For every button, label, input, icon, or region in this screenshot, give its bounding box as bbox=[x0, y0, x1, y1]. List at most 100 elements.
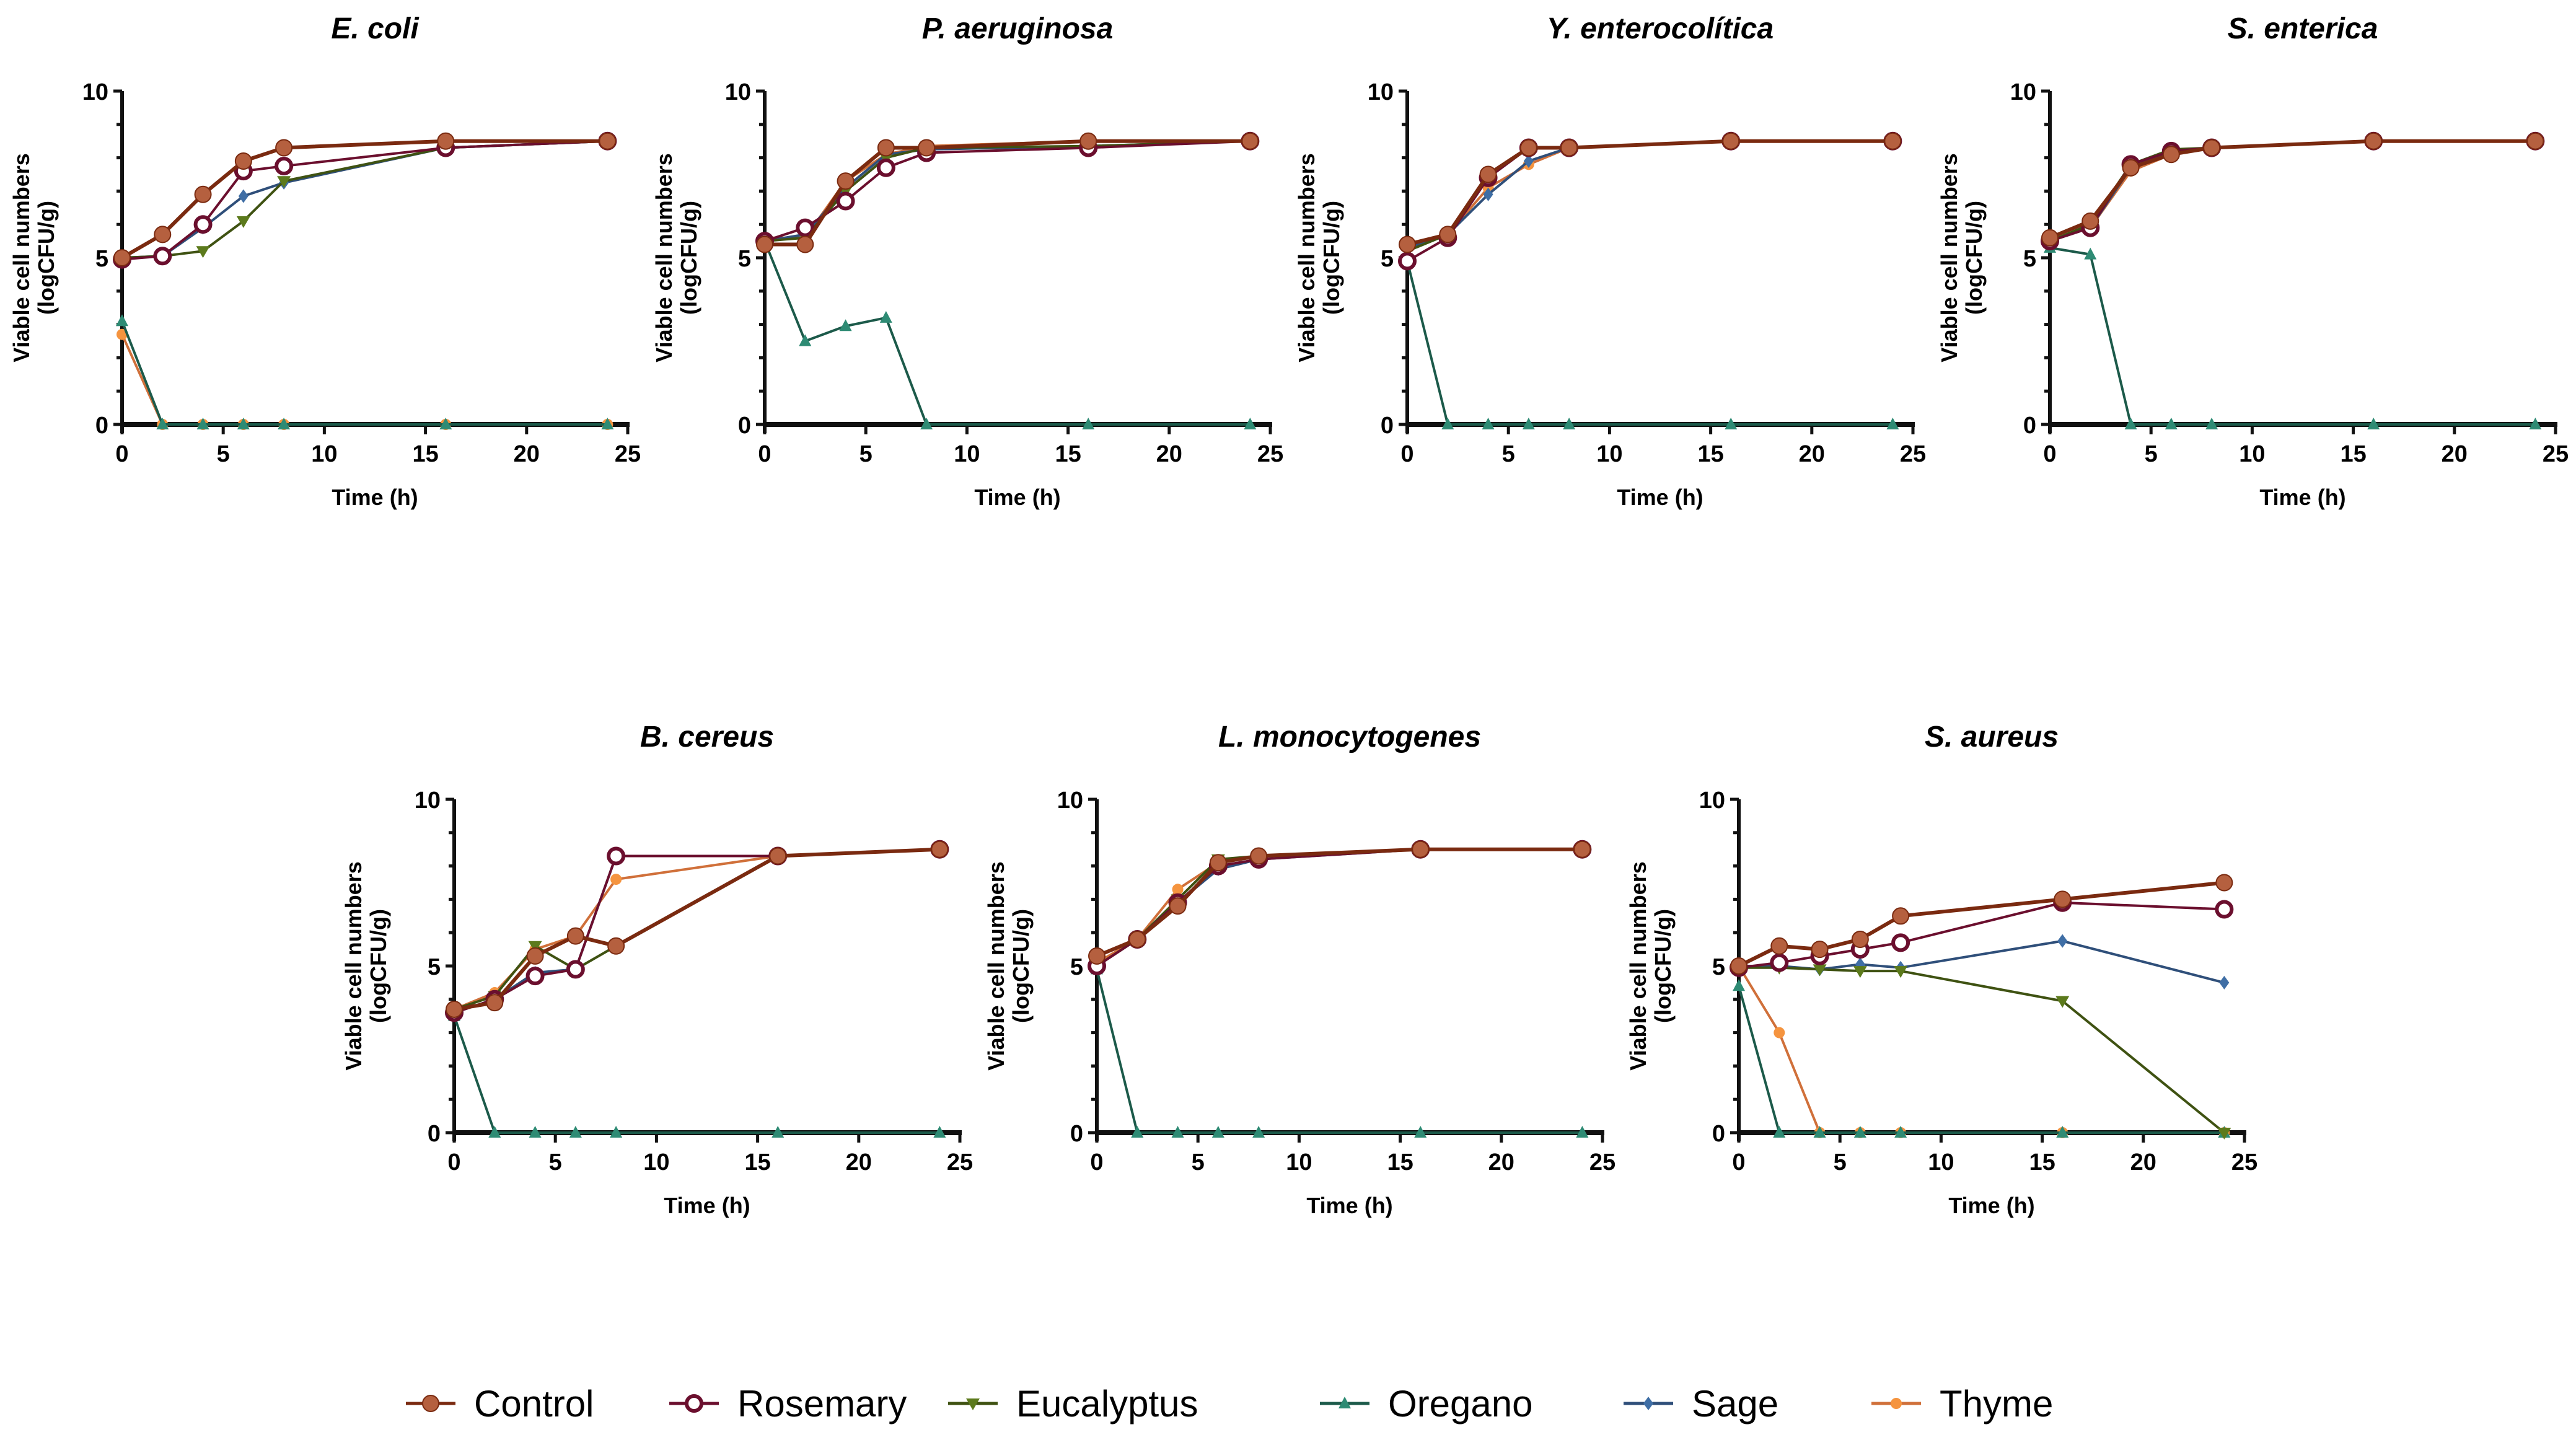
legend-marker bbox=[966, 1398, 980, 1410]
y-tick-label: 0 bbox=[428, 1121, 441, 1147]
series-line bbox=[2049, 246, 2536, 426]
x-tick-label: 10 bbox=[954, 441, 980, 467]
x-tick-label: 25 bbox=[2543, 441, 2569, 467]
x-tick-label: 25 bbox=[1589, 1149, 1615, 1175]
series-line bbox=[765, 139, 1251, 239]
data-point bbox=[439, 418, 452, 429]
data-point bbox=[569, 1126, 582, 1138]
data-point bbox=[113, 249, 131, 266]
x-axis-label: Time (h) bbox=[2259, 485, 2345, 510]
series-line bbox=[454, 847, 940, 1011]
series-control bbox=[2041, 132, 2544, 247]
x-tick-label: 10 bbox=[1286, 1149, 1312, 1175]
data-point bbox=[1730, 957, 1747, 975]
x-tick-label: 5 bbox=[1502, 441, 1515, 467]
y-tick-label: 5 bbox=[1712, 954, 1725, 980]
x-tick-label: 10 bbox=[1928, 1149, 1954, 1175]
data-point bbox=[2055, 996, 2070, 1008]
y-axis-label-units: (logCFU/g) bbox=[1008, 909, 1034, 1023]
x-axis-label: Time (h) bbox=[1617, 485, 1703, 510]
x-tick-label: 15 bbox=[1697, 441, 1723, 467]
y-axis-label: Viable cell numbers bbox=[1936, 153, 1962, 362]
data-point bbox=[2215, 900, 2234, 919]
y-axis-label-units: (logCFU/g) bbox=[1650, 909, 1676, 1023]
data-point bbox=[1770, 953, 1789, 972]
series-sage bbox=[1092, 842, 1588, 973]
panel-0: E. coli 0 5 10 0 5 10 15 20 25 Time (h) Viable cell… bbox=[9, 12, 641, 510]
x-axis-label: Time (h) bbox=[974, 485, 1060, 510]
x-tick-label: 10 bbox=[643, 1149, 669, 1175]
data-point bbox=[1172, 884, 1184, 895]
data-point bbox=[526, 947, 544, 965]
y-tick-label: 0 bbox=[1712, 1121, 1725, 1147]
legend-item-rosemary: Rosemary bbox=[669, 1383, 907, 1425]
series-line bbox=[763, 240, 1251, 426]
x-tick-label: 0 bbox=[2043, 441, 2056, 467]
data-point bbox=[1573, 840, 1591, 858]
series-line bbox=[2049, 139, 2536, 242]
data-point bbox=[278, 418, 291, 429]
data-point bbox=[237, 418, 250, 429]
x-tick-label: 5 bbox=[2145, 441, 2158, 467]
data-point bbox=[1209, 854, 1227, 872]
data-point bbox=[488, 1126, 501, 1138]
data-point bbox=[2056, 1126, 2069, 1138]
legend-marker bbox=[1643, 1397, 1653, 1410]
y-tick-label: 10 bbox=[2010, 79, 2036, 105]
data-point bbox=[153, 247, 172, 266]
data-point bbox=[2203, 139, 2221, 157]
series-line bbox=[454, 848, 940, 1011]
data-point bbox=[486, 994, 504, 1012]
legend-label: Sage bbox=[1692, 1383, 1778, 1425]
series-oregano bbox=[1401, 254, 1899, 429]
series-line bbox=[121, 139, 608, 259]
series-thyme bbox=[116, 328, 613, 430]
panel-title: S. aureus bbox=[1925, 721, 2059, 753]
data-point bbox=[446, 1000, 463, 1018]
x-tick-label: 10 bbox=[311, 441, 337, 467]
x-tick-label: 20 bbox=[1799, 441, 1825, 467]
series-line bbox=[1738, 965, 2225, 1134]
panel-6: S. aureus 0 5 10 0 5 10 15 20 25 Time (h) Viable ce… bbox=[1625, 721, 2257, 1218]
y-axis-label-units: (logCFU/g) bbox=[676, 201, 701, 315]
series-line bbox=[453, 1016, 940, 1134]
series-sage bbox=[2045, 134, 2541, 248]
data-point bbox=[2526, 132, 2544, 150]
series-thyme bbox=[449, 843, 946, 1015]
data-point bbox=[1884, 132, 1902, 150]
legend-label: Thyme bbox=[1940, 1383, 2053, 1425]
series-eucalyptus bbox=[1090, 844, 1589, 973]
y-tick-label: 10 bbox=[415, 788, 441, 814]
data-point bbox=[1853, 1126, 1866, 1138]
series-eucalyptus bbox=[758, 136, 1257, 248]
series-sage bbox=[117, 134, 613, 265]
data-point bbox=[1892, 907, 1910, 925]
x-tick-label: 0 bbox=[447, 1149, 460, 1175]
data-point bbox=[876, 158, 895, 177]
series-line bbox=[121, 333, 608, 426]
series-control bbox=[1088, 840, 1591, 965]
data-point bbox=[2124, 418, 2137, 429]
x-tick-label: 5 bbox=[549, 1149, 562, 1175]
series-rosemary bbox=[113, 131, 617, 269]
x-tick-label: 20 bbox=[846, 1149, 872, 1175]
panel-3: S. enterica 0 5 10 0 5 10 15 20 25 Time (h) Viable … bbox=[1936, 12, 2569, 510]
series-line bbox=[1406, 260, 1893, 426]
series-oregano bbox=[448, 1009, 946, 1138]
data-point bbox=[1722, 132, 1740, 150]
y-axis-label: Viable cell numbers bbox=[9, 153, 34, 362]
data-point bbox=[1560, 139, 1578, 157]
x-axis-label: Time (h) bbox=[664, 1193, 750, 1218]
data-point bbox=[566, 960, 585, 979]
series-control bbox=[446, 840, 949, 1018]
x-tick-label: 0 bbox=[758, 441, 771, 467]
series-line bbox=[1739, 966, 2225, 1134]
series-line bbox=[1407, 139, 1893, 247]
data-point bbox=[1399, 235, 1416, 253]
panel-1: P. aeruginosa 0 5 10 0 5 10 15 20 25 Time (h) Viabl… bbox=[651, 12, 1283, 510]
series-line bbox=[121, 139, 608, 259]
data-point bbox=[529, 1126, 542, 1138]
data-point bbox=[920, 418, 933, 429]
series-oregano bbox=[116, 314, 614, 429]
data-point bbox=[1398, 252, 1417, 271]
